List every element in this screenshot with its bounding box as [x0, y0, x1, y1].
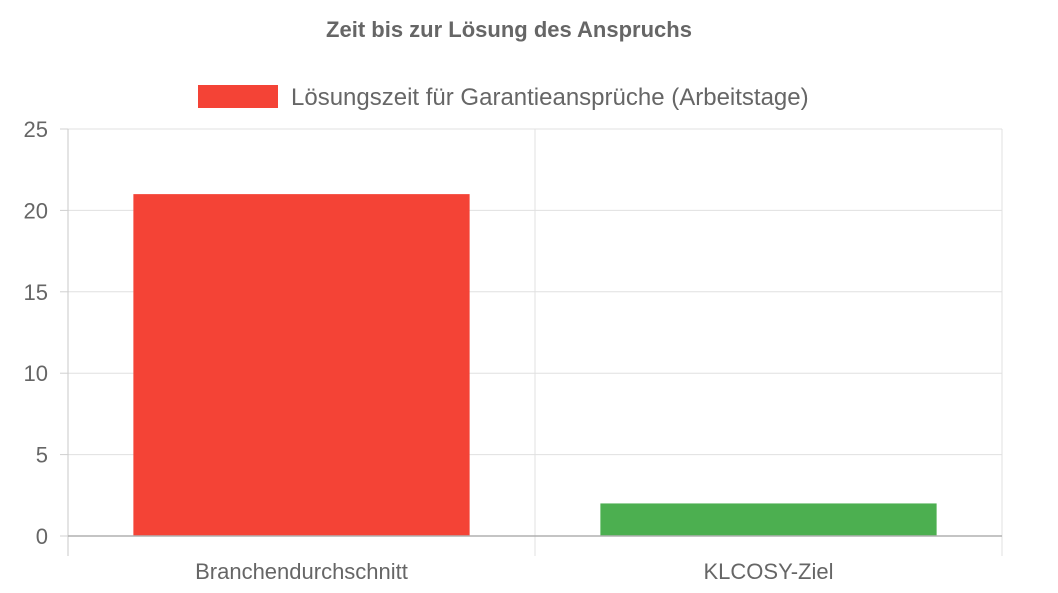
y-tick-label: 20 [24, 198, 48, 223]
x-axis-labels: Branchendurchschnitt KLCOSY-Ziel [195, 559, 833, 584]
bars [133, 194, 937, 536]
y-axis-ticks: 0 5 10 15 20 25 [24, 117, 48, 549]
axes [60, 128, 1002, 537]
y-tick-label: 0 [36, 524, 48, 549]
bar-klcosy-ziel[interactable] [600, 503, 937, 536]
x-category-label: KLCOSY-Ziel [703, 559, 833, 584]
x-category-label: Branchendurchschnitt [195, 559, 408, 584]
y-tick-label: 10 [24, 361, 48, 386]
y-tick-label: 5 [36, 443, 48, 468]
legend-swatch[interactable] [198, 85, 278, 108]
chart-title: Zeit bis zur Lösung des Anspruchs [326, 17, 692, 42]
y-tick-label: 15 [24, 280, 48, 305]
y-tick-label: 25 [24, 117, 48, 142]
bar-branchendurchschnitt[interactable] [133, 194, 470, 536]
legend-label[interactable]: Lösungszeit für Garantieansprüche (Arbei… [291, 84, 809, 111]
legend[interactable]: Lösungszeit für Garantieansprüche (Arbei… [198, 84, 809, 111]
